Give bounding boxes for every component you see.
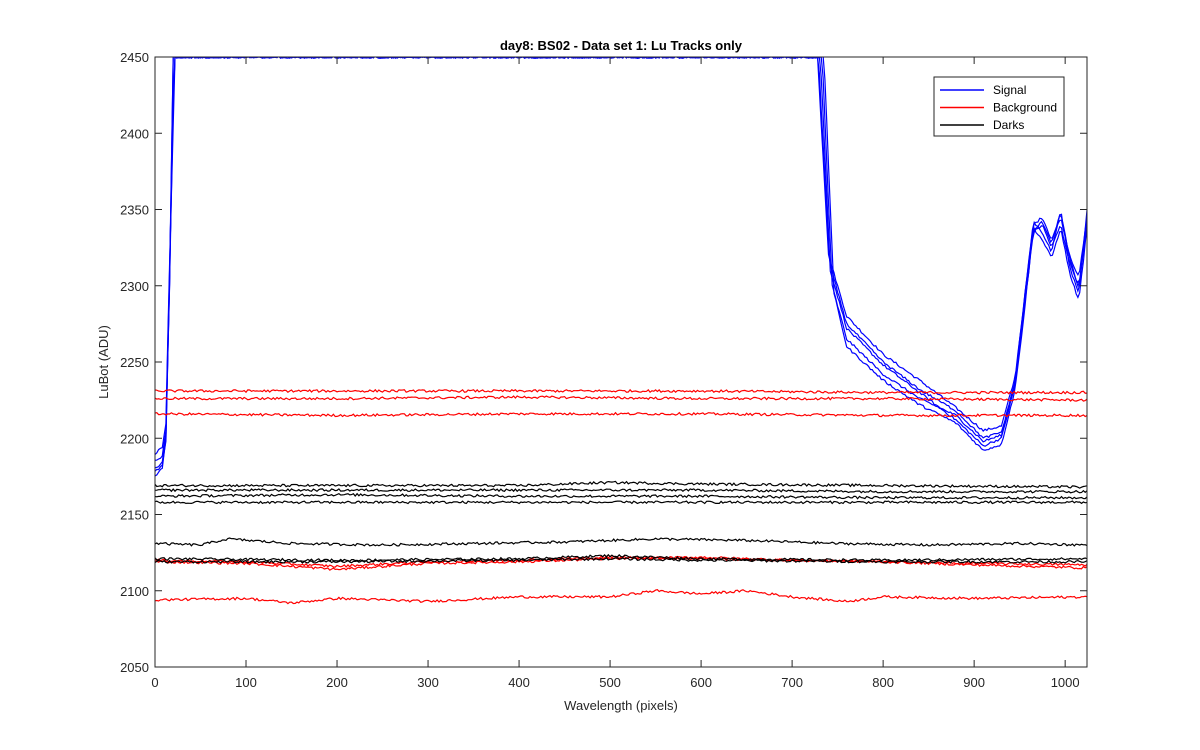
x-tick-label: 300: [417, 675, 439, 690]
x-tick-label: 500: [599, 675, 621, 690]
y-tick-label: 2300: [120, 279, 149, 294]
legend-label-signal: Signal: [993, 83, 1026, 97]
legend: Signal Background Darks: [933, 76, 1065, 137]
y-tick-label: 2100: [120, 584, 149, 599]
series-line-darks-12: [155, 480, 1087, 489]
plot-area: [155, 57, 1087, 667]
axes-layer: 0 100 200 300 400 500 600 700 800 900 1000 2050 2100…: [120, 50, 1088, 690]
series-line-darks-18: [155, 556, 1087, 564]
legend-label-darks: Darks: [993, 118, 1024, 132]
y-tick-label: 2350: [120, 203, 149, 218]
series-line-signal-5: [155, 57, 1087, 472]
series-line-darks-15: [155, 500, 1087, 505]
legend-box: [933, 76, 1065, 137]
series-line-background-6: [155, 388, 1087, 395]
series-line-darks-16: [155, 537, 1087, 547]
series-line-darks-13: [155, 488, 1087, 494]
x-tick-label: 600: [690, 675, 712, 690]
y-tick-label: 2150: [120, 508, 149, 523]
series-line-signal-3: [155, 57, 1087, 469]
series-line-background-7: [155, 395, 1087, 402]
y-axis-label: LuBot (ADU): [96, 325, 111, 399]
y-tick-label: 2450: [120, 50, 149, 65]
x-tick-label: 0: [151, 675, 158, 690]
y-tick-label: 2200: [120, 431, 149, 446]
series-line-signal-2: [155, 57, 1087, 461]
legend-label-background: Background: [993, 101, 1057, 115]
x-tick-label: 700: [781, 675, 803, 690]
series-line-background-11: [155, 589, 1087, 605]
x-tick-label: 900: [963, 675, 985, 690]
series-line-background-8: [155, 411, 1087, 418]
x-tick-label: 100: [235, 675, 257, 690]
y-tick-label: 2250: [120, 355, 149, 370]
series-line-darks-17: [155, 553, 1087, 563]
x-tick-label: 200: [326, 675, 348, 690]
series-line-darks-14: [155, 492, 1087, 500]
y-tick-label: 2050: [120, 660, 149, 675]
y-tick-label: 2400: [120, 126, 149, 141]
x-tick-label: 400: [508, 675, 530, 690]
x-tick-label: 800: [872, 675, 894, 690]
x-tick-label: 1000: [1051, 675, 1080, 690]
series-layer: [155, 57, 1087, 605]
chart-title: day8: BS02 - Data set 1: Lu Tracks only: [500, 38, 743, 53]
x-axis-label: Wavelength (pixels): [564, 698, 678, 713]
